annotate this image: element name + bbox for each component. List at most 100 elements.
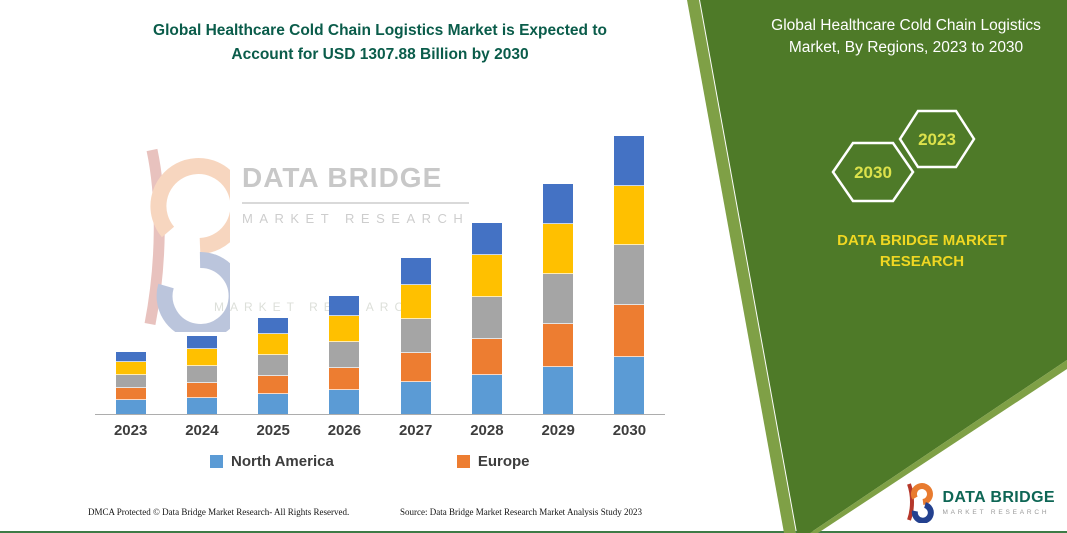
x-axis-label-2027: 2027 — [398, 422, 433, 439]
legend-label-europe: Europe — [477, 453, 530, 470]
chart-area: 2023 2024 2025 2026 2027 2028 2029 2030 — [95, 136, 665, 439]
bar-segment-unlabeled-region-darkblue — [186, 336, 217, 350]
bar-segment-unlabeled-region-yellow — [614, 185, 645, 246]
bar-segment-unlabeled-region-gray — [258, 354, 289, 376]
bar-segment-north-america — [400, 382, 431, 414]
bar-segment-unlabeled-region-gray — [543, 274, 574, 325]
legend-item-europe: Europe — [456, 453, 530, 470]
x-axis-label-2029: 2029 — [541, 422, 575, 439]
bar-segment-unlabeled-region-yellow — [543, 224, 574, 275]
bar-segment-europe — [329, 368, 360, 390]
bar-segment-unlabeled-region-darkblue — [400, 258, 431, 286]
bar-segment-north-america — [543, 367, 574, 414]
bar-segment-europe — [400, 353, 431, 383]
watermark-sub-text: MARKET RESEARCH — [242, 202, 470, 226]
watermark-logo-icon — [144, 148, 230, 332]
corner-logo-red-stroke — [907, 483, 915, 521]
bar-segment-unlabeled-region-gray — [329, 342, 360, 369]
chart-title-line1: Global Healthcare Cold Chain Logistics M… — [153, 22, 607, 39]
stacked-bar-2024 — [186, 336, 217, 414]
watermark-text: DATA BRIDGE MARKET RESEARCH — [242, 142, 470, 226]
legend-swatch-europe — [456, 455, 470, 468]
legend-item-north-america: North America — [210, 453, 334, 470]
corner-logo-blue-arc — [912, 502, 935, 523]
bar-segment-unlabeled-region-gray — [115, 375, 146, 389]
watermark-sub-text-faint: MARKET RESEARCH — [214, 300, 424, 314]
bar-segment-unlabeled-region-darkblue — [614, 136, 645, 186]
bar-column-2026 — [309, 136, 380, 414]
legend: North America Europe — [210, 453, 530, 470]
bottom-border-line — [0, 531, 1067, 533]
stacked-bar-2028 — [471, 222, 502, 414]
x-axis-label-2030: 2030 — [612, 422, 647, 439]
x-axis-label-2028: 2028 — [470, 422, 504, 439]
bar-segment-unlabeled-region-yellow — [400, 285, 431, 320]
hexagon-2023 — [898, 109, 976, 169]
bar-column-2027 — [380, 136, 451, 414]
green-panel-shape — [700, 0, 1067, 533]
green-cut-stripe — [810, 360, 1067, 533]
bar-segment-europe — [614, 304, 645, 357]
corner-logo-brand: DATA BRIDGE — [942, 488, 1055, 506]
corner-logo-icon — [907, 483, 935, 523]
stacked-bar-2029 — [543, 184, 574, 414]
bar-segment-unlabeled-region-yellow — [258, 333, 289, 355]
bar-column-2030 — [594, 136, 665, 414]
bar-segment-unlabeled-region-darkblue — [471, 222, 502, 256]
hexagon-2030-year: 2030 — [854, 163, 892, 182]
x-axis-label-2024: 2024 — [185, 422, 219, 439]
x-labels-row: 2023 2024 2025 2026 2027 2028 2029 2030 — [95, 422, 665, 439]
x-axis-label-2023: 2023 — [113, 422, 148, 439]
bar-segment-unlabeled-region-gray — [471, 297, 502, 340]
bar-segment-unlabeled-region-yellow — [115, 362, 146, 376]
bar-segment-europe — [258, 375, 289, 394]
corner-logo-text: DATA BRIDGE MARKET RESEARCH — [942, 489, 1055, 516]
bar-segment-unlabeled-region-yellow — [186, 349, 217, 367]
watermark-logo-red-stroke — [144, 148, 165, 326]
bar-segment-unlabeled-region-gray — [614, 245, 645, 305]
footer-source: Source: Data Bridge Market Research Mark… — [400, 507, 642, 517]
bar-segment-north-america — [329, 390, 360, 414]
watermark: DATA BRIDGE MARKET RESEARCH — [138, 142, 470, 332]
bar-segment-north-america — [186, 398, 217, 414]
stacked-bar-2030 — [614, 136, 645, 414]
bar-segment-unlabeled-region-darkblue — [543, 184, 574, 225]
green-edge-stripe — [687, 0, 796, 533]
corner-logo-orange-arc — [911, 483, 934, 505]
bar-segment-north-america — [258, 394, 289, 414]
stacked-bar-2026 — [329, 296, 360, 414]
bar-column-2028 — [451, 136, 522, 414]
bar-segment-north-america — [614, 356, 645, 414]
bar-segment-unlabeled-region-darkblue — [115, 352, 146, 363]
side-panel-title: Global Healthcare Cold Chain Logistics M… — [771, 17, 1041, 57]
corner-logo-sub: MARKET RESEARCH — [942, 508, 1050, 516]
legend-swatch-north-america — [210, 455, 223, 468]
hexagon-2023-year: 2023 — [918, 130, 956, 149]
bar-segment-unlabeled-region-gray — [186, 366, 217, 384]
bar-segment-unlabeled-region-darkblue — [258, 318, 289, 334]
bar-segment-unlabeled-region-gray — [400, 319, 431, 354]
bar-segment-europe — [115, 388, 146, 400]
x-axis-label-2025: 2025 — [256, 422, 290, 439]
bar-column-2023 — [95, 136, 166, 414]
side-panel-brand-text: DATA BRIDGE MARKET RESEARCH — [837, 232, 1007, 270]
bar-segment-north-america — [115, 400, 146, 414]
hexagon-2030 — [831, 141, 915, 203]
watermark-brand-text: DATA BRIDGE — [242, 162, 443, 193]
bar-column-2024 — [166, 136, 237, 414]
bar-segment-europe — [471, 339, 502, 376]
legend-label-north-america: North America — [231, 453, 334, 470]
chart-title-line2: Account for USD 1307.88 Billion by 2030 — [231, 46, 529, 64]
chart-title: Global Healthcare Cold Chain Logistics M… — [80, 19, 680, 67]
bars-row — [95, 136, 665, 415]
stacked-bar-2027 — [400, 258, 431, 414]
watermark-logo-blue-arc — [156, 251, 230, 332]
bar-segment-europe — [186, 383, 217, 399]
bar-segment-unlabeled-region-yellow — [329, 316, 360, 343]
footer-dmca: DMCA Protected © Data Bridge Market Rese… — [88, 507, 350, 517]
bar-column-2025 — [238, 136, 309, 414]
watermark-logo-orange-arc — [150, 158, 230, 254]
corner-logo: DATA BRIDGE MARKET RESEARCH — [903, 481, 1055, 523]
